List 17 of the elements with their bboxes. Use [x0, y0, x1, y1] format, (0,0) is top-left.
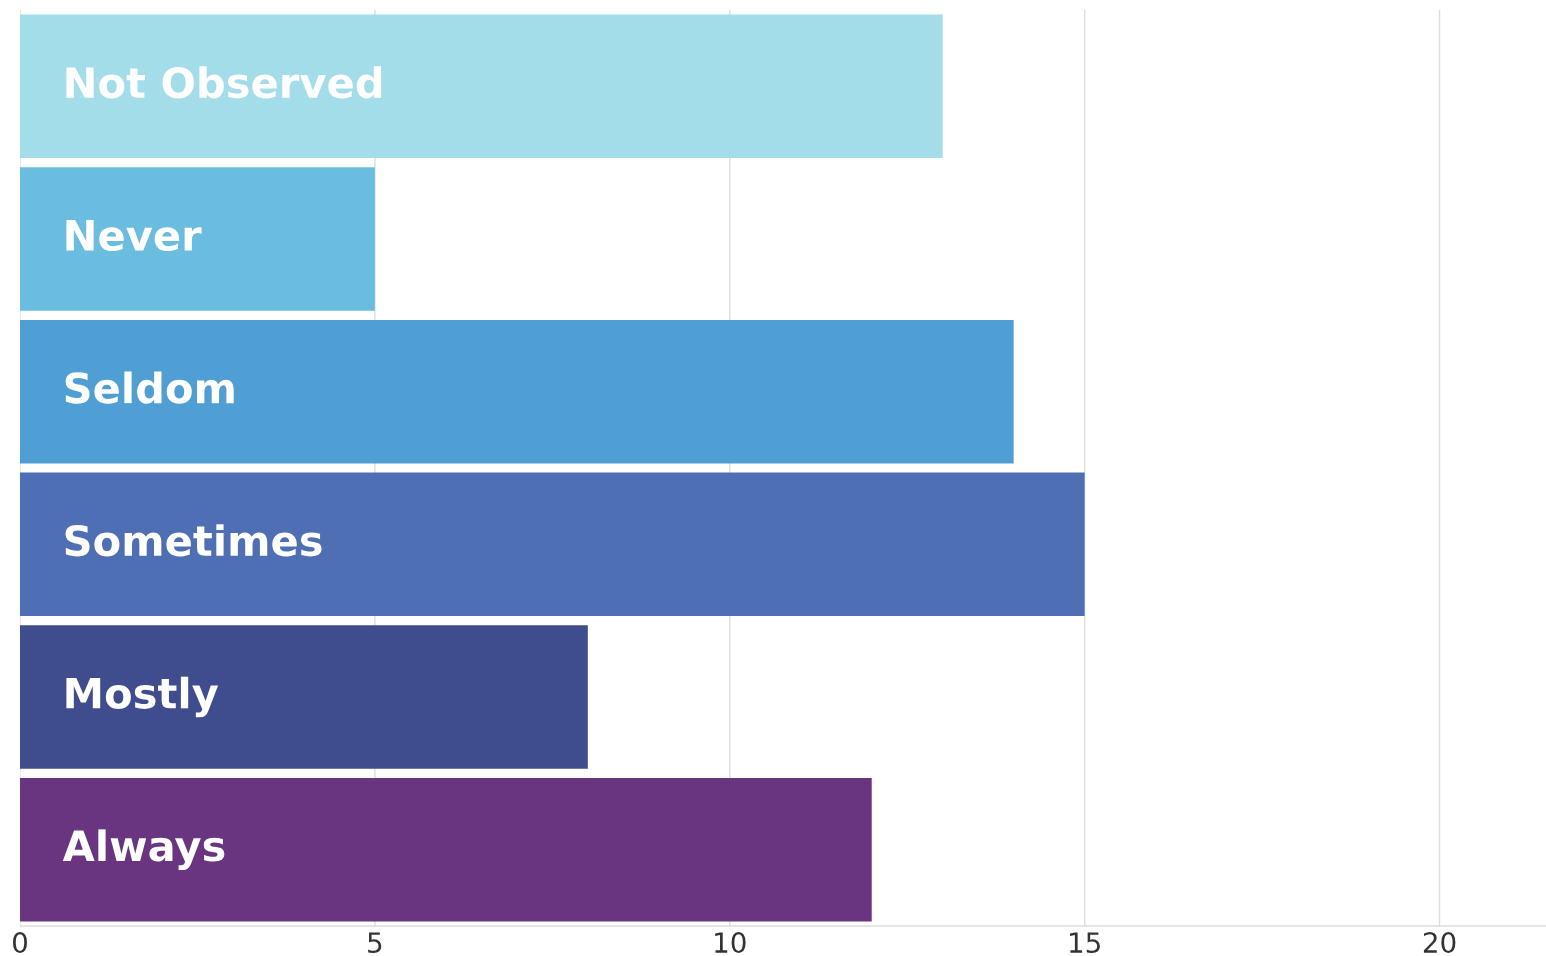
x-tick-label: 0: [12, 932, 27, 954]
y-tick-label: Mostly: [66, 676, 219, 718]
bar: [20, 319, 1014, 464]
bar: [20, 625, 588, 769]
x-tick-label: 10: [715, 932, 746, 954]
bar: [20, 777, 872, 922]
x-tick-label: 5: [368, 932, 382, 954]
y-tick-label: Always: [62, 829, 225, 870]
bar: [20, 167, 375, 311]
y-tick-label: Sometimes: [65, 524, 322, 557]
y-tick-label: Seldom: [65, 371, 234, 404]
bar: [20, 14, 943, 159]
bar: [20, 472, 1085, 617]
y-tick-label: Never: [66, 220, 202, 252]
x-tick-label: 20: [1423, 932, 1456, 954]
x-tick-label: 15: [1070, 932, 1100, 954]
y-tick-label: Not Observed: [66, 66, 382, 99]
